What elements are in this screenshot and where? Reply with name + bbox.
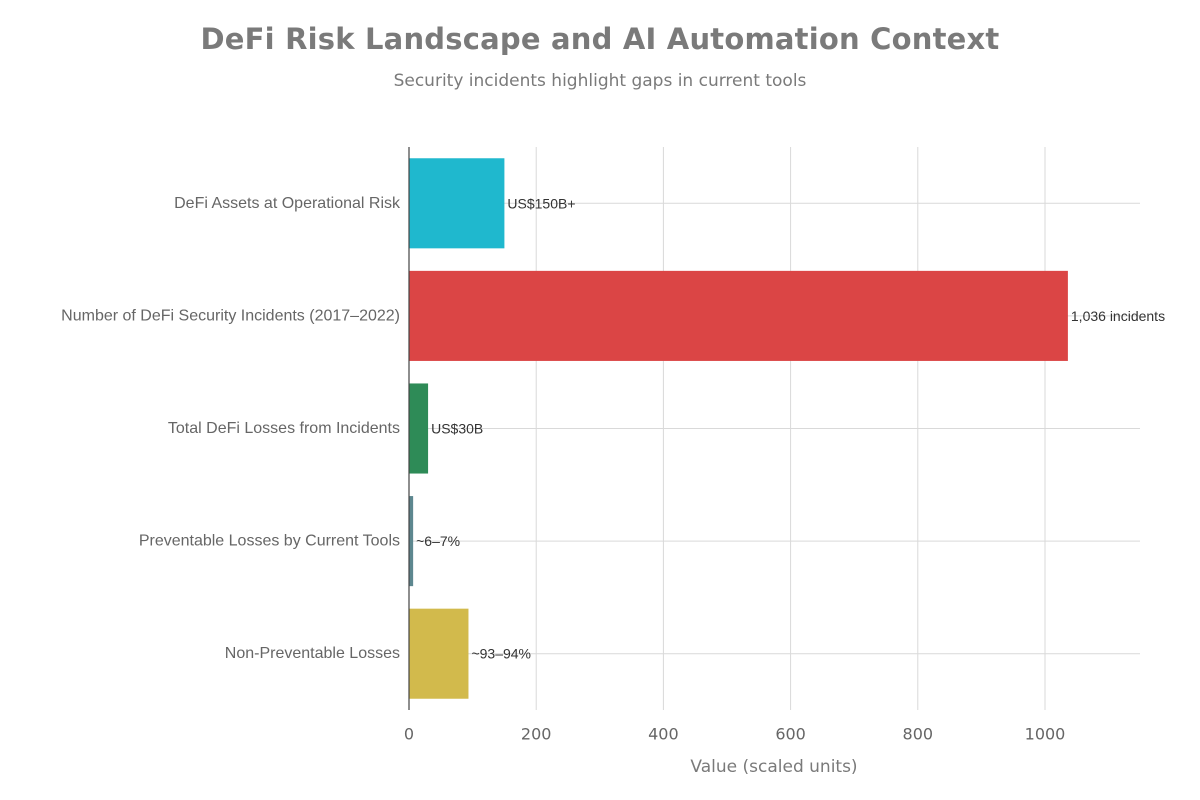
data-label-0: US$150B+: [507, 195, 575, 211]
bar-1: [409, 270, 1068, 361]
category-label-0: DeFi Assets at Operational Risk: [174, 195, 401, 212]
category-label-3: Preventable Losses by Current Tools: [139, 533, 400, 550]
x-axis-title: Value (scaled units): [690, 757, 857, 777]
x-tick-label-400: 400: [648, 725, 679, 744]
chart-title: DeFi Risk Landscape and AI Automation Co…: [200, 22, 1000, 56]
bars: [409, 158, 1068, 699]
category-label-2: Total DeFi Losses from Incidents: [168, 420, 400, 437]
category-labels: DeFi Assets at Operational Risk Number of…: [61, 195, 401, 662]
category-label-4: Non-Preventable Losses: [225, 645, 400, 662]
data-label-4: ~93–94%: [471, 646, 531, 662]
category-label-1: Number of DeFi Security Incidents (2017–…: [61, 307, 400, 324]
x-tick-label-0: 0: [404, 725, 414, 744]
bar-0: [409, 158, 505, 249]
data-label-1: 1,036 incidents: [1071, 308, 1165, 324]
x-tick-label-800: 800: [903, 725, 934, 744]
x-axis-ticks: 0 200 400 600 800 1000: [404, 725, 1065, 744]
data-label-3: ~6–7%: [416, 533, 460, 549]
chart-subtitle: Security incidents highlight gaps in cur…: [393, 71, 807, 91]
data-label-2: US$30B: [431, 421, 483, 437]
x-tick-label-1000: 1000: [1025, 725, 1066, 744]
bar-2: [409, 383, 429, 474]
data-labels: US$150B+ 1,036 incidents US$30B ~6–7% ~93–94…: [416, 195, 1165, 661]
x-tick-label-600: 600: [775, 725, 806, 744]
bar-3: [409, 496, 414, 587]
bar-4: [409, 608, 469, 699]
x-tick-label-200: 200: [521, 725, 552, 744]
gridlines: [409, 147, 1140, 710]
